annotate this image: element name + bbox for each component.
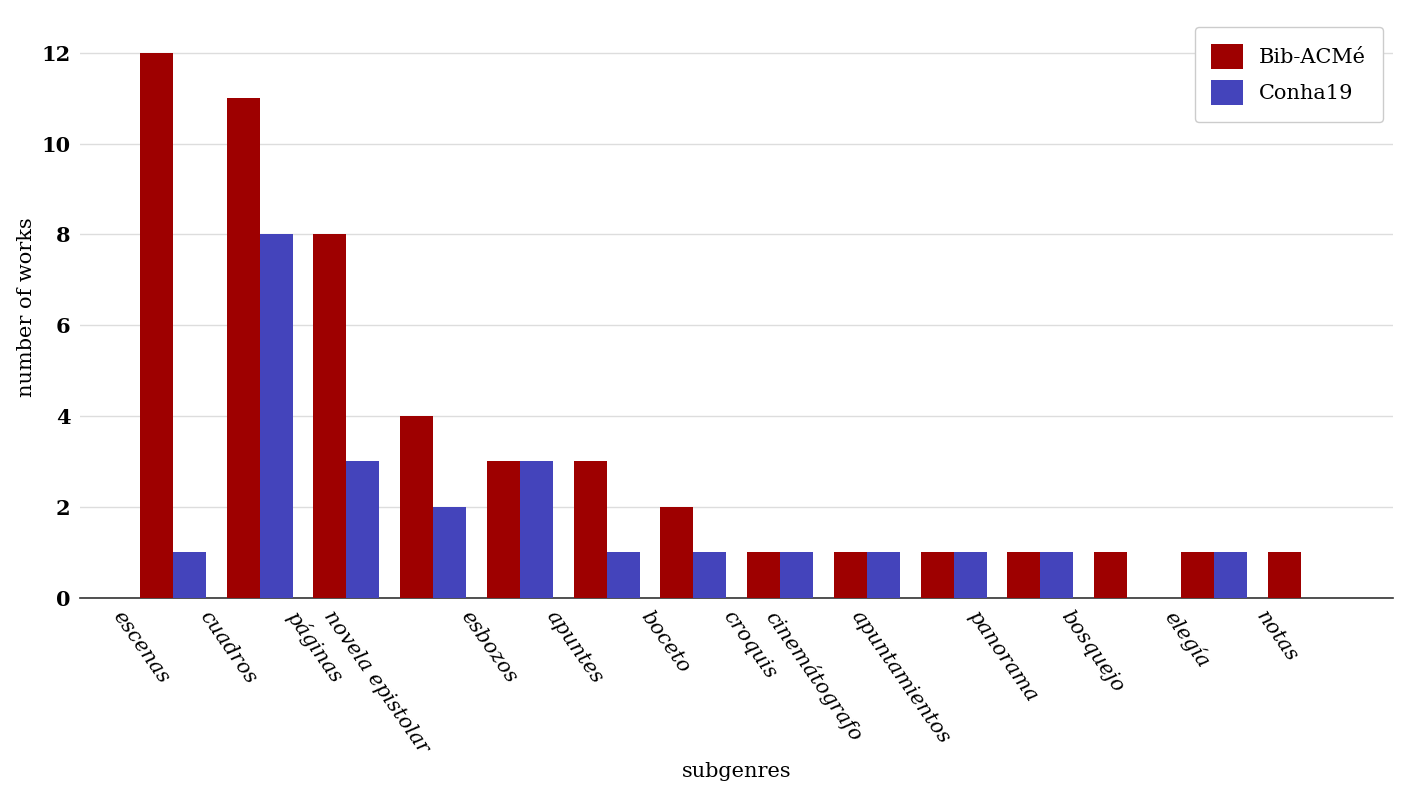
Bar bbox=[1007, 552, 1041, 598]
Bar bbox=[833, 552, 867, 598]
Bar bbox=[780, 552, 814, 598]
Bar bbox=[1094, 552, 1127, 598]
Bar bbox=[486, 461, 520, 598]
Bar bbox=[953, 552, 987, 598]
Bar bbox=[1214, 552, 1246, 598]
Bar bbox=[1041, 552, 1073, 598]
Bar bbox=[747, 552, 780, 598]
Bar bbox=[259, 235, 292, 598]
Bar bbox=[520, 461, 553, 598]
Y-axis label: number of works: number of works bbox=[17, 217, 35, 397]
Bar bbox=[694, 552, 726, 598]
Bar bbox=[433, 507, 467, 598]
Bar bbox=[574, 461, 606, 598]
Bar bbox=[400, 416, 433, 598]
Bar bbox=[1182, 552, 1214, 598]
Bar bbox=[921, 552, 953, 598]
Legend: Bib-ACMé, Conha19: Bib-ACMé, Conha19 bbox=[1194, 27, 1383, 121]
Bar bbox=[867, 552, 900, 598]
Bar bbox=[227, 98, 259, 598]
Bar bbox=[140, 53, 173, 598]
X-axis label: subgenres: subgenres bbox=[682, 762, 791, 781]
Bar bbox=[173, 552, 206, 598]
Bar bbox=[313, 235, 347, 598]
Bar bbox=[347, 461, 379, 598]
Bar bbox=[1268, 552, 1300, 598]
Bar bbox=[660, 507, 694, 598]
Bar bbox=[606, 552, 640, 598]
